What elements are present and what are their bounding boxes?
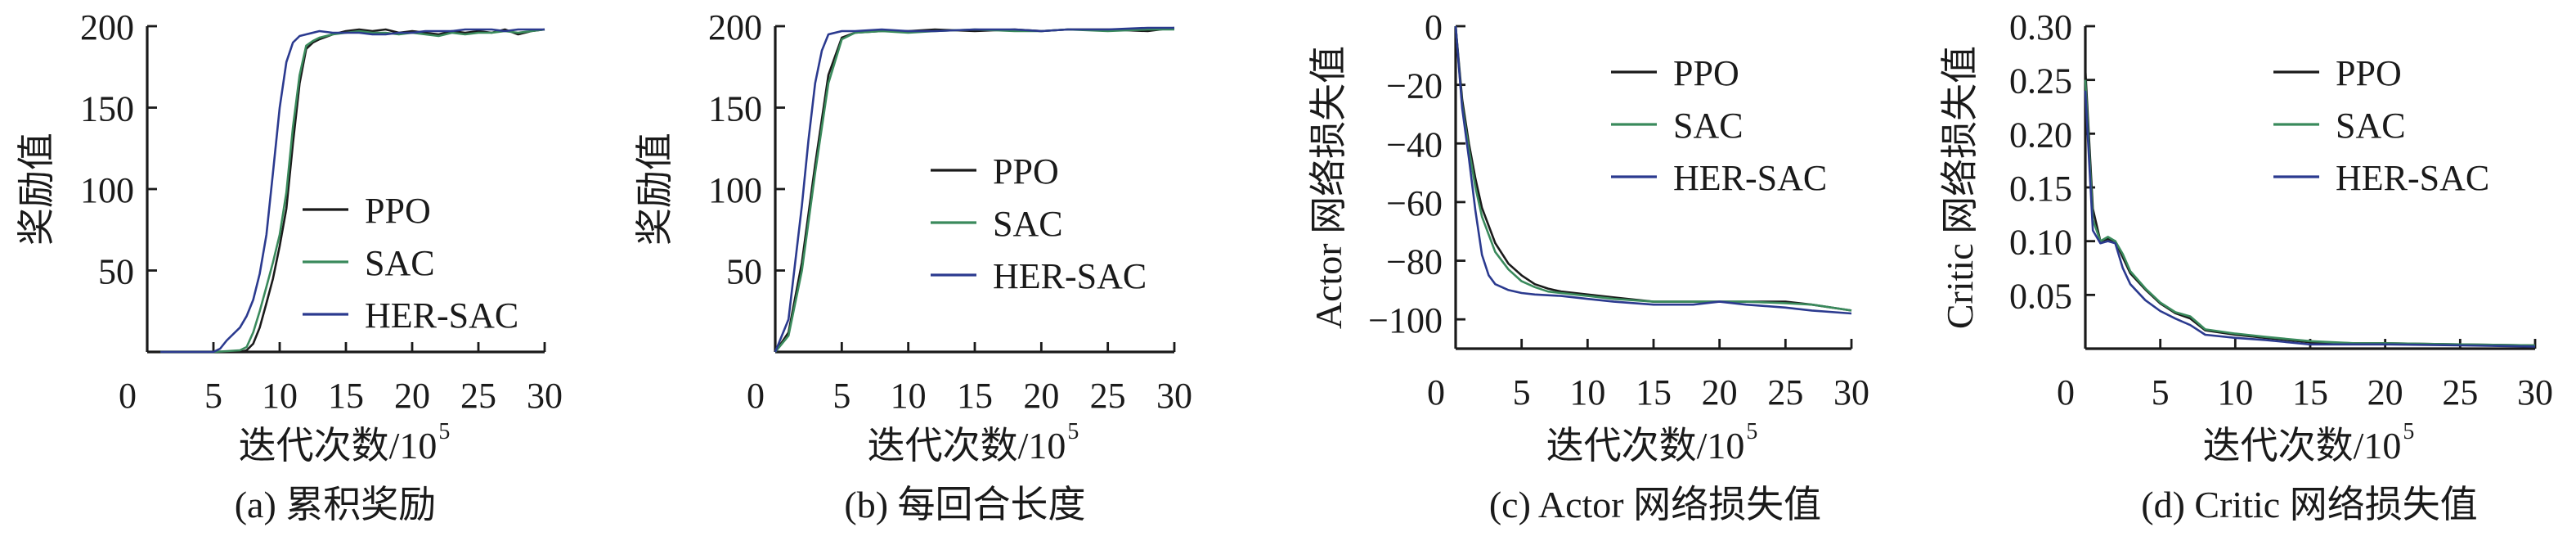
- y-axis-label: Critic 网络损失值: [1939, 46, 1981, 329]
- y-tick-label: −100: [1368, 300, 1443, 340]
- x-tick-label: 30: [527, 376, 563, 416]
- legend-label-ppo: PPO: [365, 191, 431, 231]
- x-tick-label: 25: [460, 376, 496, 416]
- y-tick-label: 150: [708, 89, 762, 129]
- x-axis-label-exponent: 5: [1746, 419, 1757, 444]
- legend-label-sac: SAC: [2336, 106, 2406, 146]
- series-line-sac: [2084, 79, 2536, 347]
- panel-caption: (b) 每回合长度: [844, 484, 1085, 525]
- series-line-her-sac: [774, 26, 1174, 353]
- y-axis-label: 奖励值: [16, 133, 57, 246]
- legend-label-her-sac: HER-SAC: [993, 256, 1147, 296]
- y-tick-label: 0.20: [2009, 115, 2072, 155]
- x-axis-label: 迭代次数/10: [1546, 425, 1745, 467]
- panel-b: 0 5 10 15 20 25 30 50 100 150 200 PPO SAC HER-SAC 奖励值迭…: [634, 7, 1192, 525]
- x-axis-label: 迭代次数/10: [868, 425, 1066, 467]
- legend-label-ppo: PPO: [1673, 53, 1739, 93]
- y-tick-label: 100: [80, 170, 134, 210]
- y-tick-label: 0.05: [2009, 276, 2072, 316]
- y-tick-label: 0.10: [2009, 223, 2072, 263]
- x-axis-label-exponent: 5: [1067, 419, 1079, 444]
- panel-caption: (d) Critic 网络损失值: [2141, 484, 2477, 525]
- x-tick-label: 30: [2517, 372, 2553, 413]
- y-tick-label: 100: [708, 170, 762, 210]
- series-line-ppo: [2084, 69, 2536, 347]
- x-tick-label: 25: [1090, 376, 1126, 416]
- x-tick-label: 20: [2367, 372, 2403, 413]
- series-line-her-sac: [160, 28, 545, 354]
- x-axis-label: 迭代次数/10: [239, 425, 438, 467]
- y-tick-label: −40: [1386, 124, 1443, 165]
- x-tick-label: 10: [262, 376, 298, 416]
- panel-d: 0 5 10 15 20 25 30 0.05 0.10 0.15 0.20 0.25 0.30 PPO S…: [1939, 7, 2553, 525]
- x-tick-label: 25: [2442, 372, 2478, 413]
- y-axis-label: 奖励值: [634, 133, 675, 246]
- x-tick-label: 30: [1833, 372, 1869, 413]
- x-axis-label-exponent: 5: [2403, 419, 2414, 444]
- x-tick-label: 10: [1569, 372, 1605, 413]
- legend-label-sac: SAC: [993, 204, 1063, 244]
- x-tick-label: 30: [1156, 376, 1192, 416]
- y-tick-label: 50: [726, 252, 762, 292]
- x-tick-label: 15: [2292, 372, 2328, 413]
- y-tick-label: −80: [1386, 242, 1443, 282]
- x-tick-label: 0: [119, 376, 137, 416]
- y-axis-label: Actor 网络损失值: [1308, 46, 1349, 329]
- legend-label-her-sac: HER-SAC: [365, 295, 518, 336]
- legend-label-ppo: PPO: [2336, 53, 2402, 93]
- series-line-her-sac: [1454, 25, 1852, 315]
- x-tick-label: 0: [1427, 372, 1445, 413]
- y-tick-label: 0.30: [2009, 7, 2072, 47]
- x-tick-label: 0: [2057, 372, 2075, 413]
- y-tick-label: 0.15: [2009, 169, 2072, 209]
- panel-c: 0 5 10 15 20 25 30 0 −20 −40 −60 −80 −100 PPO SAC HER-S…: [1308, 7, 1869, 525]
- y-tick-label: 200: [80, 7, 134, 47]
- x-tick-label: 15: [957, 376, 993, 416]
- y-tick-label: −20: [1386, 66, 1443, 106]
- series-line-ppo: [774, 26, 1175, 353]
- x-tick-label: 0: [747, 376, 765, 416]
- x-tick-label: 5: [2152, 372, 2170, 413]
- series-line-sac: [774, 28, 1174, 353]
- y-tick-label: 0: [1425, 7, 1443, 47]
- legend-label-sac: SAC: [365, 243, 435, 283]
- x-tick-label: 15: [1636, 372, 1672, 413]
- panel-a: 0 5 10 15 20 25 30 50 100 150 200 PPO SAC HER-SAC 奖励值迭…: [16, 7, 563, 525]
- x-tick-label: 5: [204, 376, 222, 416]
- legend-label-her-sac: HER-SAC: [1673, 158, 1827, 198]
- legend-label-ppo: PPO: [993, 151, 1059, 192]
- x-tick-label: 10: [891, 376, 927, 416]
- x-tick-label: 15: [328, 376, 364, 416]
- x-tick-label: 10: [2217, 372, 2253, 413]
- x-tick-label: 20: [1702, 372, 1738, 413]
- y-tick-label: 200: [708, 7, 762, 47]
- series-line-sac: [1454, 25, 1852, 312]
- y-tick-label: 50: [98, 252, 134, 292]
- panel-caption: (c) Actor 网络损失值: [1489, 484, 1821, 525]
- x-axis-label-exponent: 5: [438, 419, 450, 444]
- legend-label-sac: SAC: [1673, 106, 1744, 146]
- x-tick-label: 5: [1513, 372, 1531, 413]
- x-axis-label: 迭代次数/10: [2203, 425, 2402, 467]
- x-tick-label: 5: [832, 376, 850, 416]
- y-tick-label: 150: [80, 89, 134, 129]
- panel-caption: (a) 累积奖励: [235, 484, 437, 525]
- series-line-her-sac: [2084, 90, 2536, 348]
- y-tick-label: −60: [1386, 183, 1443, 223]
- x-tick-label: 25: [1767, 372, 1803, 413]
- legend-label-her-sac: HER-SAC: [2336, 158, 2489, 198]
- x-tick-label: 20: [1023, 376, 1059, 416]
- x-tick-label: 20: [394, 376, 430, 416]
- y-tick-label: 0.25: [2009, 61, 2072, 101]
